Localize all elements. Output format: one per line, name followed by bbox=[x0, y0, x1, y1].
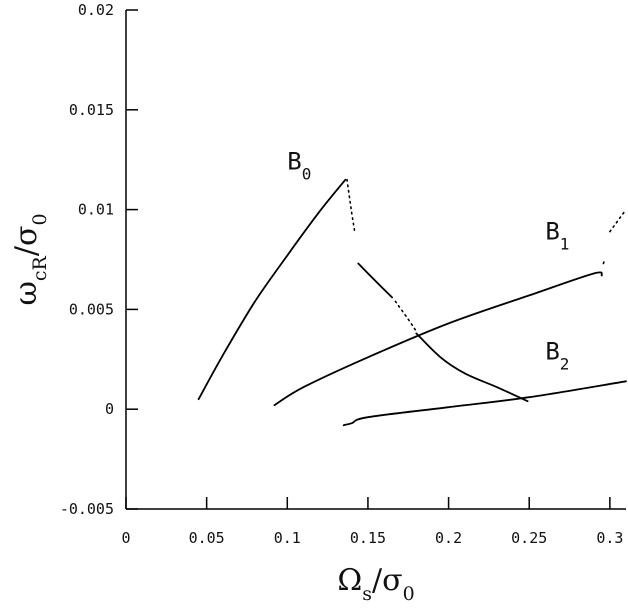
y-axis-title-slash: / bbox=[9, 245, 44, 256]
x-tick-label: 0.25 bbox=[511, 529, 547, 547]
y-tick-label: 0 bbox=[105, 400, 114, 418]
series-2-line bbox=[342, 380, 627, 427]
y-axis-title-denom: σ bbox=[9, 226, 44, 246]
x-tick-label: 0.1 bbox=[274, 529, 301, 547]
y-axis-title-sub: cR bbox=[29, 255, 51, 281]
x-tick-label: 0 bbox=[121, 529, 130, 547]
x-axis-title-slash: / bbox=[372, 563, 383, 598]
curve-label: B1 bbox=[545, 218, 569, 254]
curve-label-text: B bbox=[287, 148, 301, 176]
y-tick-label: 0.01 bbox=[78, 201, 114, 219]
curve-label-subscript: 0 bbox=[302, 165, 312, 184]
series-1-line bbox=[609, 208, 627, 233]
y-axis-title-denom-sub: 0 bbox=[29, 213, 51, 225]
series-1-line bbox=[273, 271, 603, 407]
curve-label-text: B bbox=[545, 337, 559, 365]
x-tick-label: 0.15 bbox=[350, 529, 386, 547]
series-0-line bbox=[394, 300, 418, 333]
y-tick-label: -0.005 bbox=[60, 500, 114, 518]
x-axis-title-denom: σ bbox=[382, 563, 402, 598]
y-axis-title-main: ω bbox=[9, 281, 44, 305]
curve-label-subscript: 2 bbox=[560, 354, 570, 373]
data-series bbox=[197, 178, 627, 427]
y-tick-label: 0.02 bbox=[78, 1, 114, 19]
x-axis-title-denom-sub: 0 bbox=[403, 583, 415, 605]
x-tick-label: 0.3 bbox=[596, 529, 623, 547]
plot-axes bbox=[125, 10, 626, 510]
y-tick-label: 0.005 bbox=[69, 300, 114, 318]
y-tick-label: 0.015 bbox=[69, 101, 114, 119]
x-tick-label: 0.2 bbox=[435, 529, 462, 547]
curve-label: B2 bbox=[545, 337, 569, 373]
series-0-line bbox=[346, 178, 356, 235]
series-0-line bbox=[197, 178, 347, 401]
x-axis-title-sub: s bbox=[362, 583, 372, 605]
x-axis-title: Ωs/σ0 bbox=[337, 563, 414, 605]
x-axis-title-main: Ω bbox=[337, 563, 362, 598]
axis-ticks: -0.005 0 0.005 0.01 0.015 0.02 0 0.05 0.1 0.15 0.2… bbox=[60, 1, 624, 547]
curve-label-text: B bbox=[545, 218, 559, 246]
x-tick-label: 0.05 bbox=[189, 529, 225, 547]
series-0-line bbox=[357, 262, 393, 299]
series-0-line bbox=[415, 332, 529, 403]
curve-label: B0 bbox=[287, 148, 311, 184]
curve-label-subscript: 1 bbox=[560, 235, 570, 254]
y-axis-title: ωcR/σ0 bbox=[9, 213, 51, 305]
series-1-line bbox=[602, 258, 606, 265]
